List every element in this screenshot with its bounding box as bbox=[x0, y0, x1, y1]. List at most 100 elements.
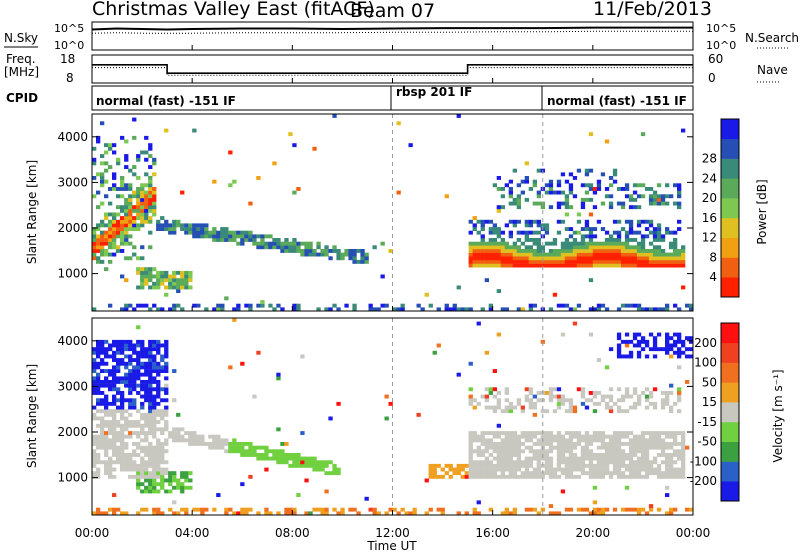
heatmap-cell bbox=[216, 234, 221, 239]
heatmap-cell bbox=[496, 230, 501, 235]
heatmap-cell bbox=[556, 445, 562, 450]
heatmap-cell bbox=[160, 471, 165, 476]
heatmap-cell bbox=[588, 442, 594, 446]
heatmap-cell bbox=[112, 350, 117, 355]
heatmap-cell bbox=[112, 369, 117, 373]
heatmap-cell bbox=[681, 471, 686, 476]
heatmap-cell bbox=[528, 256, 533, 261]
beam-label: Beam 07 bbox=[350, 0, 435, 22]
heatmap-cell bbox=[596, 187, 602, 191]
heatmap-cell bbox=[652, 471, 658, 476]
heatmap-cell bbox=[532, 230, 537, 235]
heatmap-cell bbox=[92, 307, 97, 312]
heatmap-cell bbox=[540, 252, 545, 257]
heatmap-cell bbox=[480, 394, 485, 399]
heatmap-cell bbox=[488, 238, 493, 242]
heatmap-cell bbox=[673, 474, 678, 479]
heatmap-cell bbox=[108, 219, 113, 224]
heatmap-cell bbox=[160, 460, 165, 465]
heatmap-cell bbox=[104, 216, 109, 220]
heatmap-cell bbox=[244, 230, 249, 235]
heatmap-cell bbox=[476, 230, 481, 235]
heatmap-cell bbox=[160, 445, 165, 450]
freq-tick-lo: 8 bbox=[66, 71, 74, 85]
colorbar-tick-label: 20 bbox=[702, 191, 717, 205]
heatmap-cell bbox=[156, 372, 161, 377]
heatmap-cell bbox=[92, 369, 97, 373]
heatmap-cell bbox=[112, 187, 117, 191]
heatmap-cell bbox=[232, 318, 237, 322]
heatmap-cell bbox=[616, 336, 622, 341]
heatmap-cell bbox=[632, 336, 638, 341]
colorbar-swatch bbox=[721, 362, 739, 383]
heatmap-cell bbox=[665, 350, 670, 355]
heatmap-cell bbox=[681, 245, 686, 250]
heatmap-cell bbox=[604, 230, 610, 235]
heatmap-cell bbox=[156, 350, 161, 355]
heatmap-cell bbox=[528, 471, 533, 476]
heatmap-cell bbox=[176, 289, 181, 293]
heatmap-cell bbox=[677, 205, 682, 210]
heatmap-cell bbox=[669, 343, 674, 348]
heatmap-cell bbox=[568, 190, 574, 195]
heatmap-cell bbox=[120, 449, 125, 454]
heatmap-cell bbox=[681, 445, 686, 450]
heatmap-cell bbox=[532, 183, 537, 188]
heatmap-cell bbox=[296, 187, 301, 191]
heatmap-cell bbox=[144, 467, 149, 472]
heatmap-cell bbox=[252, 449, 257, 454]
heatmap-cell bbox=[648, 263, 654, 268]
heatmap-cell bbox=[104, 394, 109, 399]
heatmap-cell bbox=[472, 449, 477, 454]
heatmap-cell bbox=[496, 460, 501, 465]
heatmap-cell bbox=[572, 405, 578, 410]
heatmap-cell bbox=[544, 431, 550, 435]
heatmap-cell bbox=[128, 168, 133, 173]
heatmap-cell bbox=[496, 187, 501, 191]
heatmap-cell bbox=[300, 252, 305, 257]
heatmap-cell bbox=[152, 358, 157, 362]
heatmap-cell bbox=[236, 241, 241, 246]
heatmap-cell bbox=[564, 431, 570, 435]
heatmap-cell bbox=[148, 412, 153, 417]
heatmap-cell bbox=[160, 343, 165, 348]
noise-series-0 bbox=[91, 26, 693, 31]
frequency-panel: Freq. [MHz] 18 8 Nave 60 0 bbox=[4, 52, 788, 85]
heatmap-cell bbox=[236, 234, 241, 239]
heatmap-cell bbox=[220, 438, 225, 443]
heatmap-cell bbox=[616, 467, 622, 472]
heatmap-cell bbox=[168, 307, 173, 312]
heatmap-cell bbox=[272, 245, 277, 250]
heatmap-cell bbox=[296, 245, 301, 250]
heatmap-cell bbox=[356, 511, 361, 516]
heatmap-cell bbox=[665, 471, 670, 476]
heatmap-cell bbox=[468, 245, 473, 250]
heatmap-cell bbox=[132, 474, 137, 479]
heatmap-cell bbox=[640, 256, 646, 261]
heatmap-cell bbox=[220, 238, 225, 242]
heatmap-cell bbox=[164, 343, 169, 348]
heatmap-cell bbox=[504, 398, 509, 403]
heatmap-cell bbox=[548, 179, 554, 184]
heatmap-cell bbox=[644, 431, 650, 435]
heatmap-cell bbox=[564, 467, 570, 472]
heatmap-cell bbox=[136, 205, 141, 210]
heatmap-cell bbox=[673, 241, 678, 246]
heatmap-cell bbox=[685, 347, 690, 352]
heatmap-cell bbox=[524, 398, 529, 403]
heatmap-cell bbox=[152, 201, 157, 206]
heatmap-cell bbox=[636, 245, 642, 250]
heatmap-cell bbox=[536, 438, 541, 443]
heatmap-cell bbox=[552, 252, 558, 257]
heatmap-cell bbox=[608, 205, 614, 210]
heatmap-cell bbox=[100, 259, 105, 264]
heatmap-cell bbox=[584, 241, 590, 246]
heatmap-cell bbox=[252, 453, 257, 457]
heatmap-cell bbox=[128, 387, 133, 392]
heatmap-cell bbox=[256, 245, 261, 250]
heatmap-cell bbox=[120, 216, 125, 220]
heatmap-cell bbox=[576, 256, 582, 261]
heatmap-cell bbox=[636, 507, 642, 512]
heatmap-cell bbox=[332, 463, 337, 468]
